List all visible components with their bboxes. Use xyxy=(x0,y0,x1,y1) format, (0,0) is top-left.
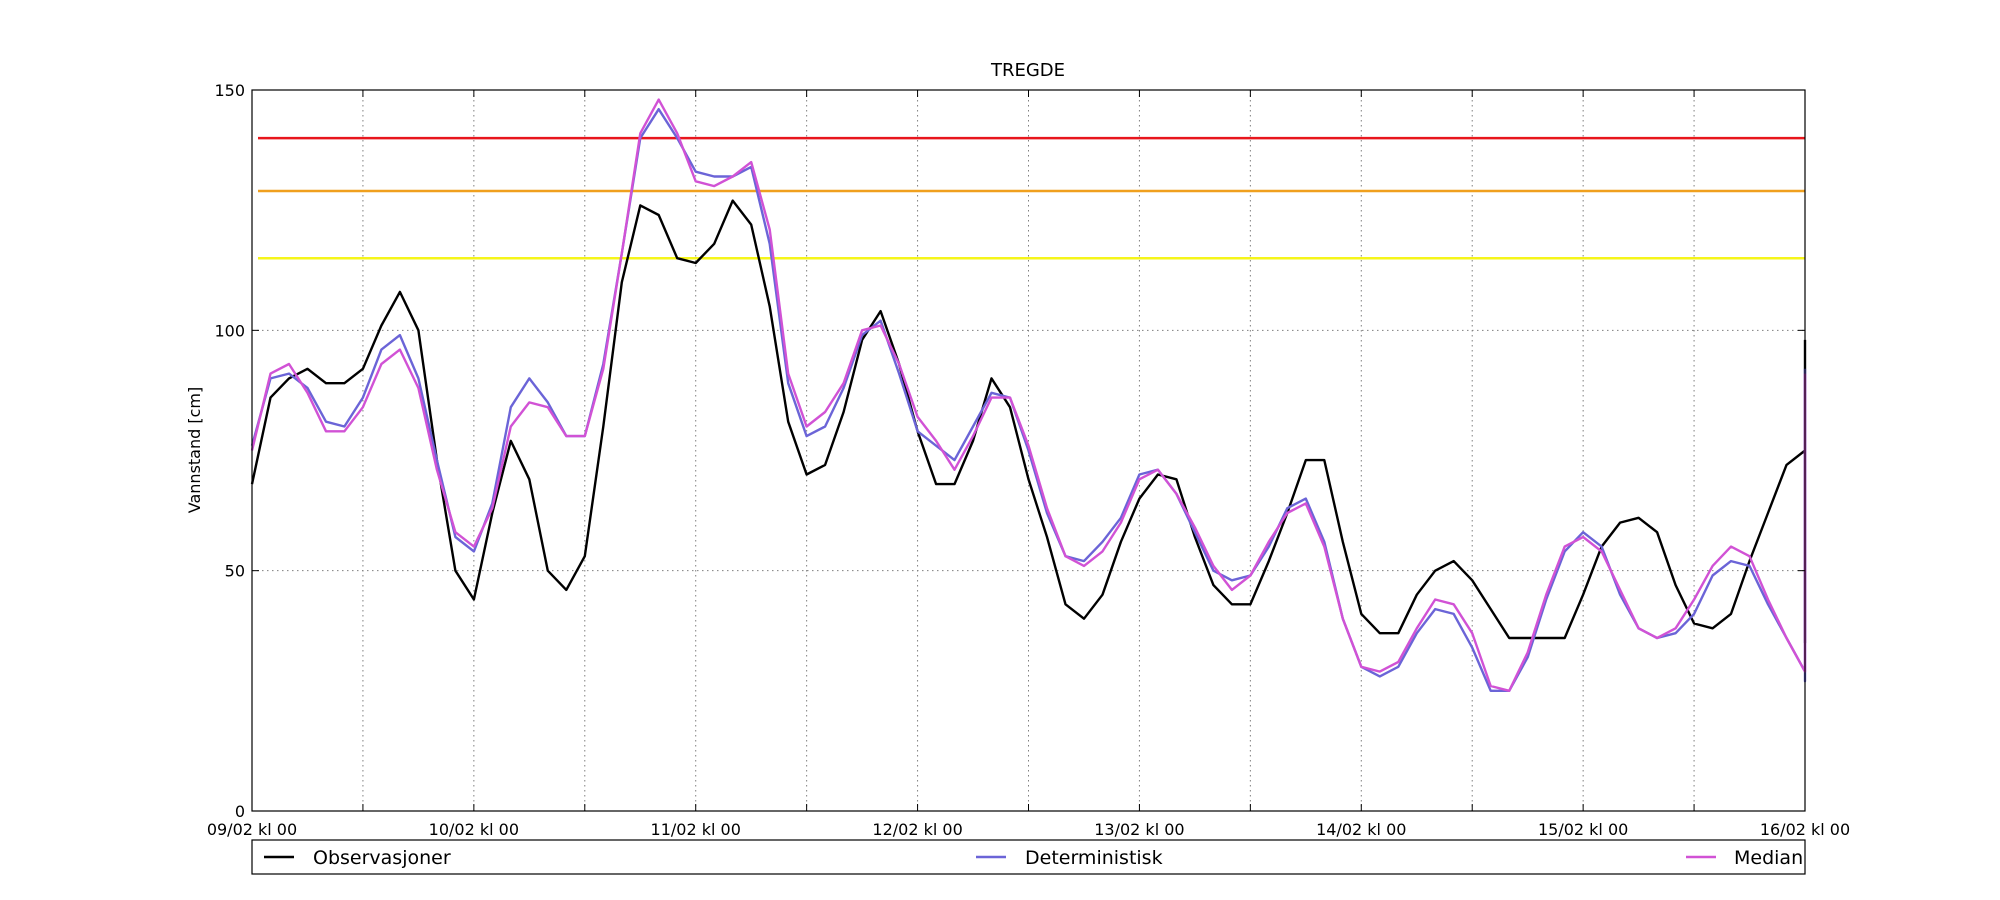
x-tick-label: 10/02 kl 00 xyxy=(429,820,519,839)
x-tick-label: 09/02 kl 00 xyxy=(207,820,297,839)
y-tick-label: 0 xyxy=(235,802,245,821)
threshold-lines xyxy=(258,136,1805,260)
legend: Observasjoner Deterministisk Median xyxy=(251,839,1806,875)
y-axis-label: Vannstand [cm] xyxy=(185,387,204,513)
legend-frame xyxy=(251,839,1806,875)
x-tick-label: 11/02 kl 00 xyxy=(651,820,741,839)
series-line-median xyxy=(250,98,1807,692)
legend-label: Median xyxy=(1734,847,1803,869)
x-tick-label: 14/02 kl 00 xyxy=(1316,820,1406,839)
y-tick-label: 100 xyxy=(214,321,245,340)
x-tick-label: 13/02 kl 00 xyxy=(1094,820,1184,839)
legend-label: Deterministisk xyxy=(1025,847,1163,869)
y-tick-label: 150 xyxy=(214,81,245,100)
chart-title: TREGDE xyxy=(990,60,1065,81)
x-tick-label: 15/02 kl 00 xyxy=(1538,820,1628,839)
x-tick-label: 16/02 kl 00 xyxy=(1760,820,1850,839)
legend-label: Observasjoner xyxy=(313,847,451,869)
y-tick-label: 50 xyxy=(225,562,245,581)
axis-ticks: 0 50 100 150 09/02 kl 00 10/02 kl 00 11/02 kl … xyxy=(207,81,1850,839)
gridlines xyxy=(252,90,1805,811)
x-tick-label: 12/02 kl 00 xyxy=(872,820,962,839)
